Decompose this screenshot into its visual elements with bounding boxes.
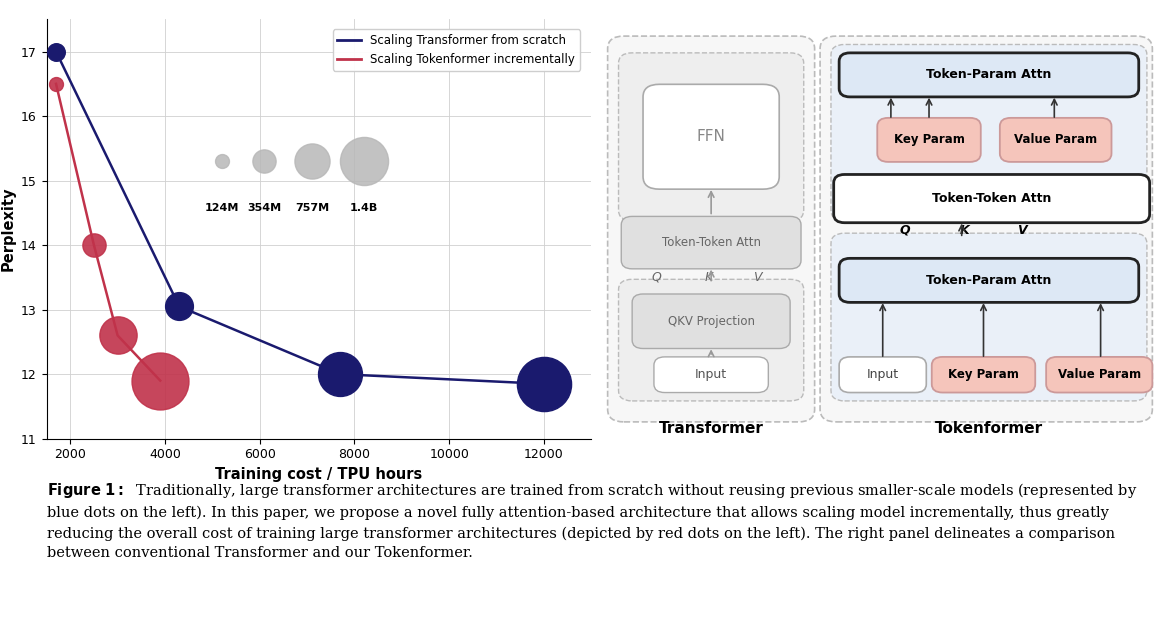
FancyBboxPatch shape <box>839 258 1138 303</box>
Text: QKV Projection: QKV Projection <box>668 315 754 328</box>
Text: 757M: 757M <box>294 204 329 213</box>
Point <box>534 379 553 389</box>
Text: V: V <box>1017 223 1027 237</box>
Point <box>151 375 170 386</box>
Point <box>47 46 65 57</box>
Text: FFN: FFN <box>697 129 725 144</box>
Text: Value Param: Value Param <box>1014 133 1098 146</box>
Text: Input: Input <box>867 368 899 381</box>
Text: Tokenformer: Tokenformer <box>935 421 1043 436</box>
Point <box>303 156 321 166</box>
FancyBboxPatch shape <box>821 36 1152 422</box>
Point <box>213 156 232 166</box>
Text: Token-Token Attn: Token-Token Attn <box>932 192 1051 205</box>
FancyBboxPatch shape <box>831 44 1147 221</box>
FancyBboxPatch shape <box>622 216 801 269</box>
FancyBboxPatch shape <box>618 279 803 401</box>
FancyBboxPatch shape <box>654 357 768 393</box>
FancyBboxPatch shape <box>632 294 790 348</box>
FancyBboxPatch shape <box>618 53 803 221</box>
X-axis label: Training cost / TPU hours: Training cost / TPU hours <box>215 467 423 482</box>
Text: Transformer: Transformer <box>659 421 764 436</box>
Point <box>108 330 127 341</box>
FancyBboxPatch shape <box>931 357 1035 393</box>
Text: Token-Param Attn: Token-Param Attn <box>927 274 1051 287</box>
Text: 124M: 124M <box>205 204 239 213</box>
FancyBboxPatch shape <box>833 175 1150 223</box>
Point <box>47 79 65 89</box>
FancyBboxPatch shape <box>608 36 815 422</box>
Text: Input: Input <box>695 368 728 381</box>
FancyBboxPatch shape <box>1000 118 1112 162</box>
Point <box>331 369 349 379</box>
Text: Q: Q <box>900 223 910 237</box>
FancyBboxPatch shape <box>839 357 927 393</box>
Text: $\bf{Figure\ 1:}$  Traditionally, large transformer architectures are trained fr: $\bf{Figure\ 1:}$ Traditionally, large t… <box>47 481 1137 560</box>
FancyBboxPatch shape <box>643 84 779 189</box>
Text: Key Param: Key Param <box>894 133 965 146</box>
Text: K: K <box>704 270 712 284</box>
Point <box>355 156 374 166</box>
FancyBboxPatch shape <box>1046 357 1152 393</box>
FancyBboxPatch shape <box>878 118 981 162</box>
Point <box>255 156 274 166</box>
Text: Value Param: Value Param <box>1058 368 1141 381</box>
Text: 1.4B: 1.4B <box>350 204 378 213</box>
Text: Q: Q <box>652 270 661 284</box>
Text: Key Param: Key Param <box>947 368 1018 381</box>
Text: Token-Param Attn: Token-Param Attn <box>927 68 1051 81</box>
Text: 354M: 354M <box>248 204 282 213</box>
FancyBboxPatch shape <box>839 53 1138 97</box>
Point <box>85 240 104 251</box>
Text: Token-Token Attn: Token-Token Attn <box>661 236 760 249</box>
Point <box>170 301 189 312</box>
Text: V: V <box>753 270 761 284</box>
Text: K: K <box>959 223 970 237</box>
Legend: Scaling Transformer from scratch, Scaling Tokenformer incrementally: Scaling Transformer from scratch, Scalin… <box>333 30 580 71</box>
Y-axis label: Perplexity: Perplexity <box>0 187 15 271</box>
FancyBboxPatch shape <box>831 233 1147 401</box>
